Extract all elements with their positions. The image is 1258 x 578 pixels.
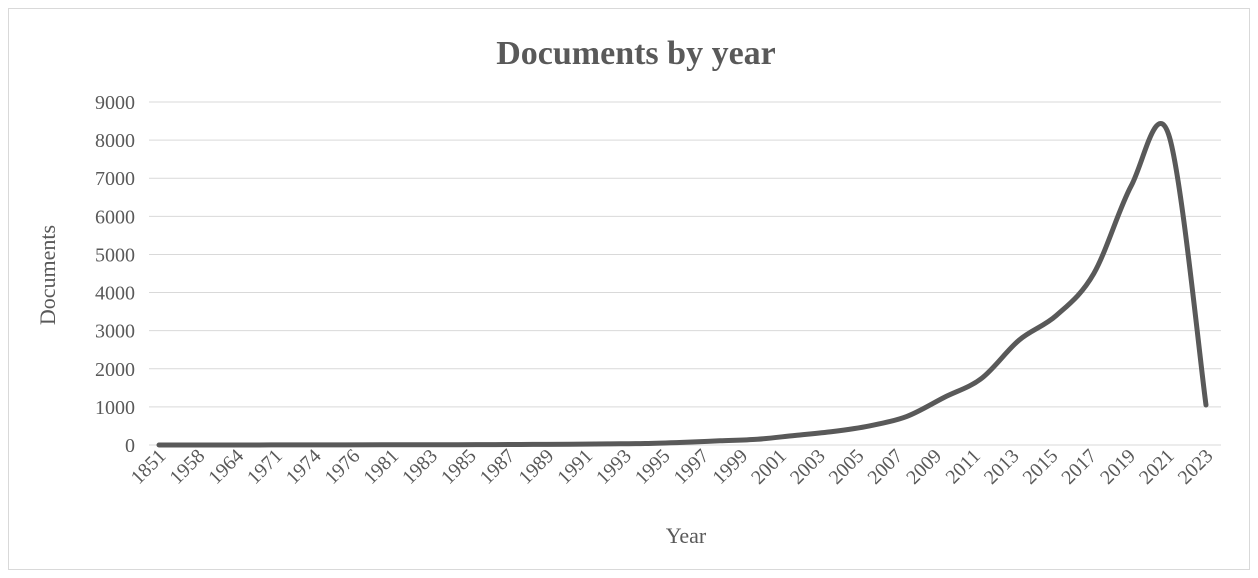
y-tick-label: 9000: [95, 92, 135, 114]
x-tick-label: 2023: [1174, 445, 1218, 489]
x-tick-label: 2015: [1019, 445, 1063, 489]
y-tick-label: 7000: [95, 168, 135, 190]
y-tick-label: 3000: [95, 321, 135, 343]
y-axis-ticks: 0 1000 2000 3000 4000 5000 6000 7000 8000 9000: [95, 92, 135, 457]
y-tick-label: 0: [125, 435, 135, 457]
x-tick-label: 2021: [1135, 445, 1179, 489]
chart-svg: Documents by year 0 1000 2000 3000 4000 5000 6…: [35, 35, 1221, 548]
x-tick-label: 1985: [437, 445, 481, 489]
x-tick-label: 1993: [592, 445, 636, 489]
series-layer: [156, 121, 1209, 448]
y-tick-label: 1000: [95, 397, 135, 419]
x-tick-label: 1991: [553, 445, 597, 489]
x-tick-label: 1995: [631, 445, 675, 489]
x-tick-label: 2019: [1096, 445, 1140, 489]
x-tick-label: 1964: [204, 445, 248, 489]
x-tick-label: 1976: [321, 445, 365, 489]
x-axis-ticks: 1851195819641971197419761981198319851987…: [127, 445, 1218, 489]
y-tick-label: 8000: [95, 130, 135, 152]
x-tick-label: 2013: [980, 445, 1024, 489]
x-tick-label: 1989: [514, 445, 558, 489]
y-tick-label: 4000: [95, 283, 135, 305]
x-tick-label: 2005: [825, 445, 869, 489]
x-axis-title: Year: [666, 523, 707, 548]
series-line-documents: [156, 121, 1209, 448]
x-tick-label: 2011: [942, 445, 985, 488]
x-tick-label: 1974: [282, 445, 326, 489]
x-tick-label: 1987: [476, 445, 520, 489]
x-tick-label: 2009: [902, 445, 946, 489]
y-tick-label: 5000: [95, 244, 135, 266]
x-tick-label: 1958: [165, 445, 209, 489]
y-axis-title: Documents: [35, 225, 60, 325]
x-tick-label: 2007: [863, 445, 907, 489]
y-tick-label: 6000: [95, 206, 135, 228]
x-tick-label: 2017: [1057, 445, 1101, 489]
x-tick-label: 1983: [398, 445, 442, 489]
y-tick-label: 2000: [95, 359, 135, 381]
x-tick-label: 1997: [670, 445, 714, 489]
chart-title: Documents by year: [496, 35, 776, 72]
x-tick-label: 1971: [243, 445, 287, 489]
x-tick-label: 2001: [747, 445, 791, 489]
x-tick-label: 1981: [359, 445, 403, 489]
chart-frame: Documents by year 0 1000 2000 3000 4000 5000 6…: [8, 8, 1250, 570]
gridlines: [149, 101, 1221, 446]
x-tick-label: 1999: [708, 445, 752, 489]
x-tick-label: 2003: [786, 445, 830, 489]
